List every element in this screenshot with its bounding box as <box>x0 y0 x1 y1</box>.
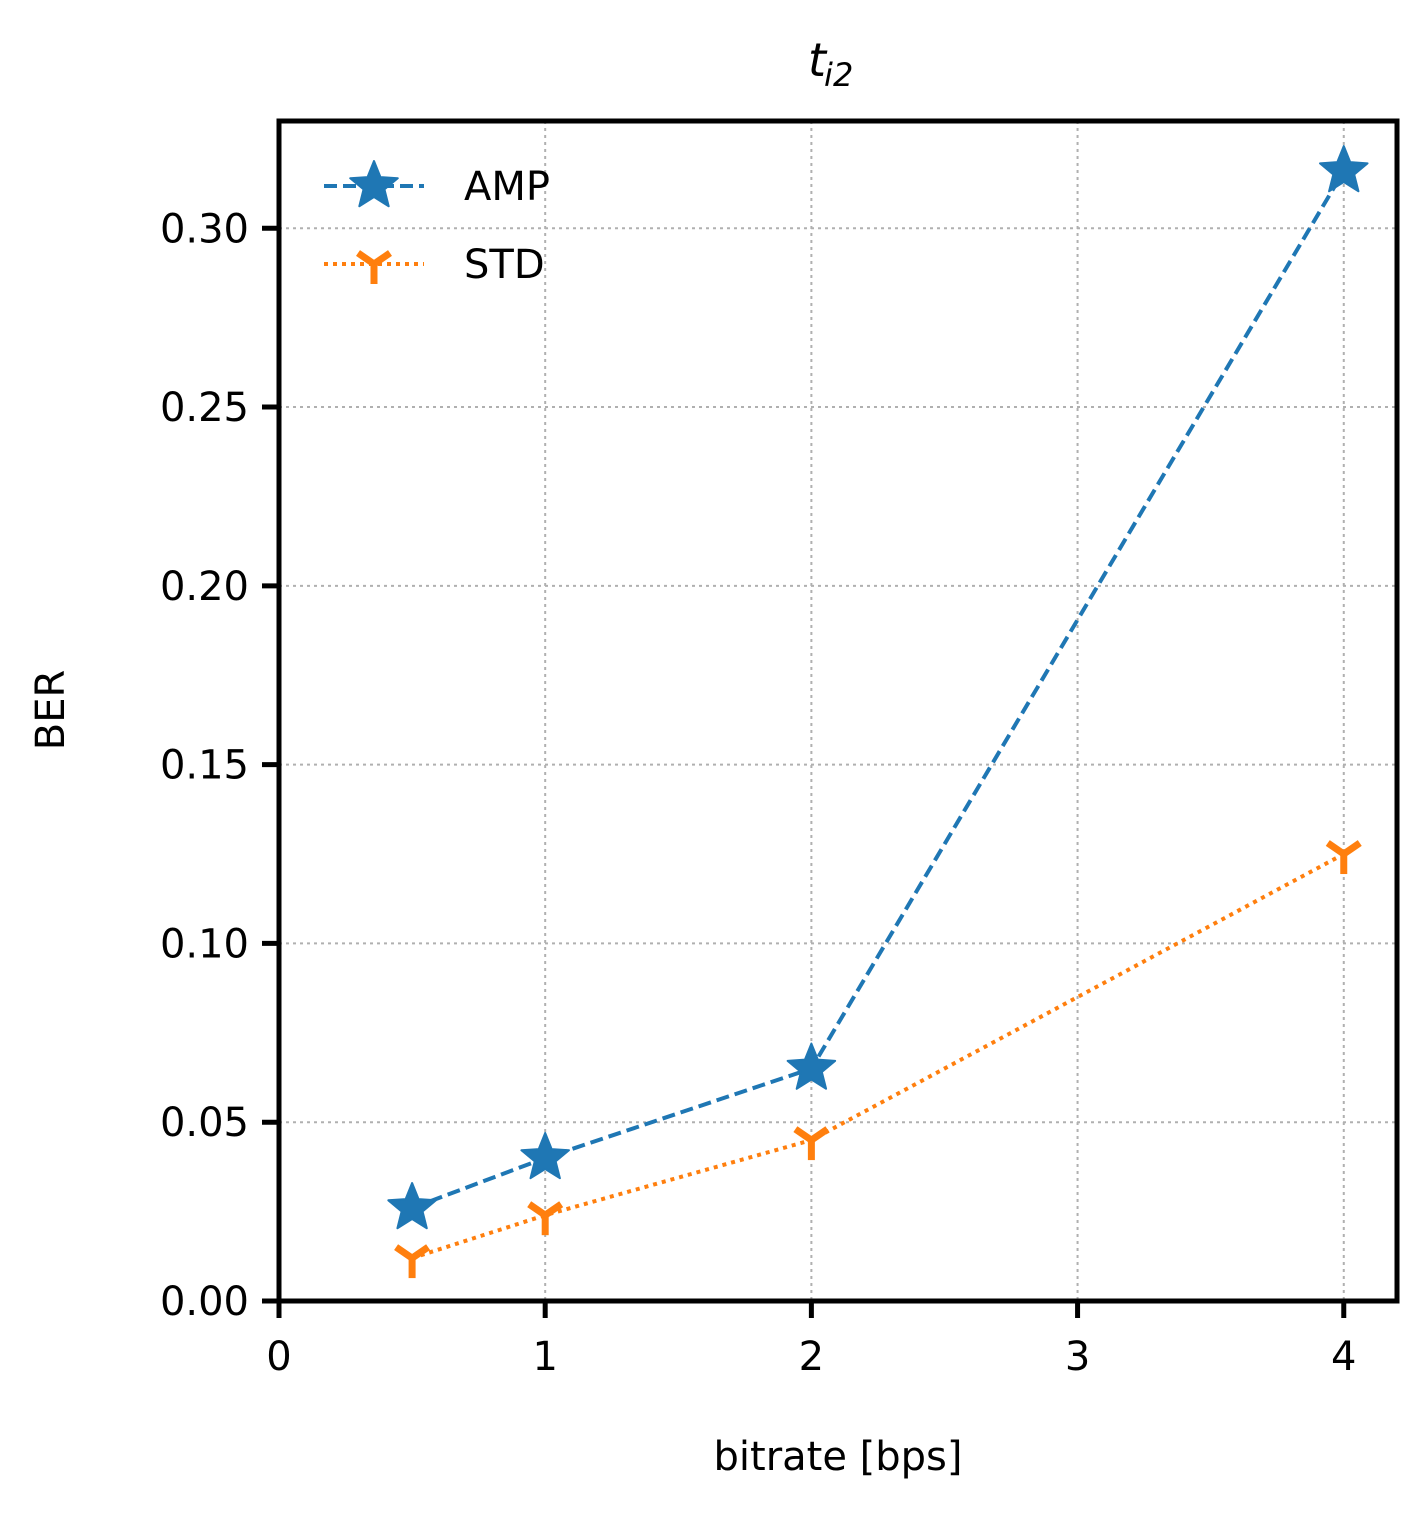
data-point-amp <box>786 1042 837 1090</box>
legend-entry-amp: AMP <box>324 160 550 210</box>
legend-label: AMP <box>464 164 550 210</box>
y-tick-label: 0.00 <box>160 1279 249 1325</box>
x-axis-label: bitrate [bps] <box>714 1434 963 1480</box>
y-axis-label: BER <box>28 670 74 751</box>
data-point-amp <box>387 1182 437 1230</box>
legend-label: STD <box>464 242 545 288</box>
y-tick-label: 0.20 <box>160 564 249 610</box>
chart-title: ti2 <box>808 33 853 94</box>
x-tick-label: 4 <box>1331 1334 1356 1380</box>
y-tick-label: 0.05 <box>160 1100 249 1146</box>
data-point-std <box>394 1244 431 1279</box>
data-point-std <box>527 1201 564 1236</box>
y-tick-label: 0.10 <box>160 921 249 967</box>
legend-entry-std: STD <box>324 242 545 288</box>
data-point-std <box>793 1126 830 1161</box>
legend-marker <box>349 160 399 208</box>
series-std <box>394 840 1362 1279</box>
y-tick-label: 0.30 <box>160 206 249 252</box>
gridlines <box>279 121 1397 1301</box>
data-point-amp <box>1318 145 1369 193</box>
series-layer <box>387 145 1369 1279</box>
data-point-std <box>1325 840 1362 875</box>
legend-marker <box>356 250 392 284</box>
y-tick-label: 0.25 <box>160 385 249 431</box>
data-point-amp <box>520 1131 570 1180</box>
x-tick-label: 2 <box>799 1334 824 1380</box>
legend: AMP STD <box>324 160 550 288</box>
x-tick-label: 0 <box>266 1334 291 1380</box>
series-amp <box>387 145 1369 1230</box>
x-tick-label: 1 <box>532 1334 557 1380</box>
y-tick-label: 0.15 <box>160 743 249 789</box>
axis-ticks: 0 1 2 3 4 0.00 0.05 0.10 0.15 0.20 0.25 0.30 <box>160 206 1357 1380</box>
x-tick-label: 3 <box>1065 1334 1090 1380</box>
plot-frame <box>276 118 1400 1304</box>
